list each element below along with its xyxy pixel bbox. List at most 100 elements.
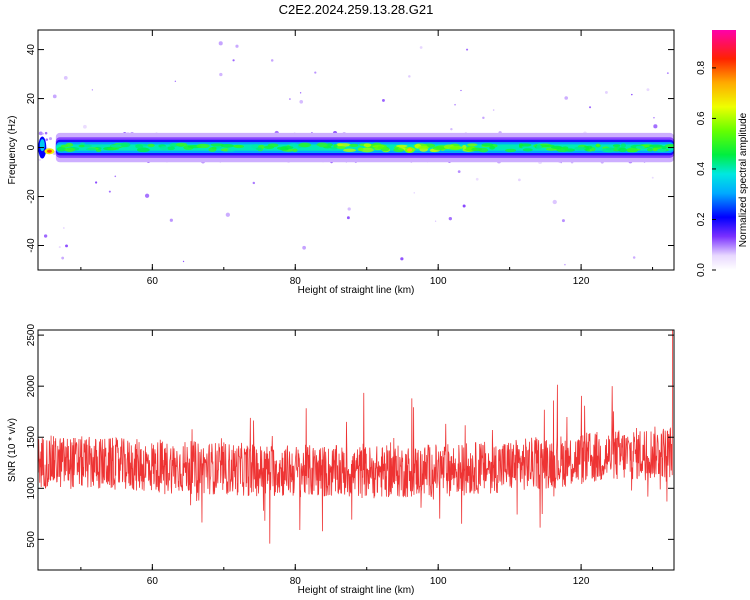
noise-speckle [450, 127, 453, 131]
snr-y-ticks: 2500 2000 1500 1000 500 [26, 324, 674, 548]
spectral-blob [661, 145, 667, 150]
spectral-blob [505, 148, 517, 153]
spectral-blob [120, 142, 131, 148]
noise-speckle [45, 138, 49, 141]
noise-speckle [653, 124, 658, 129]
noise-speckle [95, 181, 98, 184]
noise-speckle [604, 90, 608, 94]
noise-speckle [653, 117, 655, 119]
spectral-blob [349, 143, 359, 148]
noise-speckle [492, 109, 495, 111]
y-tick-label: 500 [26, 531, 37, 548]
spectrogram-marks [38, 41, 674, 266]
y-tick-label: 1000 [26, 477, 37, 500]
noise-speckle [63, 76, 68, 80]
snr-x-label: Height of straight line (km) [298, 585, 415, 596]
spectral-blob [175, 142, 188, 147]
noise-speckle [564, 96, 568, 100]
spectral-blob [471, 147, 483, 152]
spectral-blob [298, 142, 312, 148]
noise-speckle [91, 89, 94, 91]
spectral-blob [393, 148, 405, 153]
spectrogram-y-ticks: 40 20 0 -20 -40 [26, 44, 674, 253]
noise-speckle [174, 80, 177, 82]
spectral-blob [583, 145, 590, 151]
spectral-blob [489, 145, 496, 150]
snr-y-label: SNR (10 * v/v) [7, 418, 18, 482]
noise-speckle [631, 93, 633, 96]
noise-speckle [114, 175, 117, 178]
noise-speckle [83, 124, 87, 129]
spectral-blob [612, 144, 621, 148]
y-tick-label: 20 [26, 93, 37, 105]
noise-speckle [289, 98, 291, 100]
colorbar-tick-label: 0.6 [696, 111, 707, 125]
noise-speckle [48, 137, 53, 141]
snr-panel: 60 80 100 120 2500 2000 1500 1000 500 Height of… [7, 324, 675, 596]
spectral-blob [646, 147, 654, 152]
y-tick-label: 40 [26, 44, 37, 56]
spectral-blob [65, 142, 74, 147]
spectral-blob [357, 147, 364, 152]
y-tick-label: 0 [26, 144, 37, 150]
spectrogram-x-ticks: 60 80 100 120 [80, 30, 654, 287]
noise-speckle [552, 199, 557, 205]
spectral-blob [343, 148, 356, 153]
noise-speckle [219, 72, 223, 77]
noise-speckle [38, 158, 42, 161]
noise-speckle [41, 132, 44, 135]
spectral-blob [649, 144, 663, 148]
noise-speckle [646, 88, 650, 92]
noise-speckle [651, 176, 654, 179]
spectral-blob [336, 145, 346, 149]
x-tick-label: 60 [147, 576, 159, 587]
colorbar-ticks: 0.0 0.2 0.4 0.6 0.8 [696, 61, 716, 277]
spectral-blob [536, 144, 542, 150]
spectral-blob [432, 146, 445, 151]
spectral-blob [227, 148, 236, 152]
spectral-blob [310, 145, 320, 149]
spectrogram-x-label: Height of straight line (km) [298, 285, 415, 296]
y-tick-label: -40 [26, 238, 37, 253]
spectral-blob [363, 143, 372, 148]
colorbar: 0.0 0.2 0.4 0.6 0.8 Normalized spectral ampl… [696, 30, 749, 277]
y-tick-label: 1500 [26, 426, 37, 449]
noise-speckle [232, 59, 235, 62]
noise-speckle [218, 41, 223, 46]
y-tick-label: -20 [26, 189, 37, 204]
spectral-peak [407, 148, 413, 152]
spectral-blob [418, 145, 429, 150]
y-tick-label: 2500 [26, 324, 37, 347]
spectral-blob [518, 143, 524, 147]
spectral-blob [196, 143, 210, 149]
noise-speckle [225, 212, 230, 217]
spectral-blob [556, 147, 569, 153]
spectral-blob [626, 147, 639, 153]
spectral-blob [326, 143, 333, 147]
chart-title: C2E2.2024.259.13.28.G21 [279, 2, 434, 17]
spectral-blob [333, 144, 338, 148]
x-tick-label: 80 [290, 276, 302, 287]
noise-speckle [302, 245, 306, 250]
spectral-blob [591, 147, 596, 152]
spectral-blob [481, 143, 494, 147]
noise-speckle [43, 234, 48, 238]
spectral-blob [255, 147, 262, 151]
spectral-blob [211, 146, 217, 150]
colorbar-tick-label: 0.0 [696, 263, 707, 277]
spectral-blob [522, 148, 533, 152]
spectral-blob [288, 143, 299, 147]
noise-speckle [419, 46, 423, 49]
noise-speckle [61, 256, 65, 260]
spectral-blob [85, 147, 97, 151]
spectral-blob [635, 145, 645, 149]
spectrogram-panel: 60 80 100 120 40 20 0 -20 -40 Height of straigh… [7, 29, 675, 296]
snr-marks [38, 330, 674, 544]
spectral-blob [336, 143, 343, 147]
spectral-blob [233, 144, 245, 149]
colorbar-tick-label: 0.2 [696, 212, 707, 226]
spectral-peak [46, 149, 52, 153]
spectral-blob [396, 144, 408, 148]
spectral-blob [136, 147, 150, 153]
